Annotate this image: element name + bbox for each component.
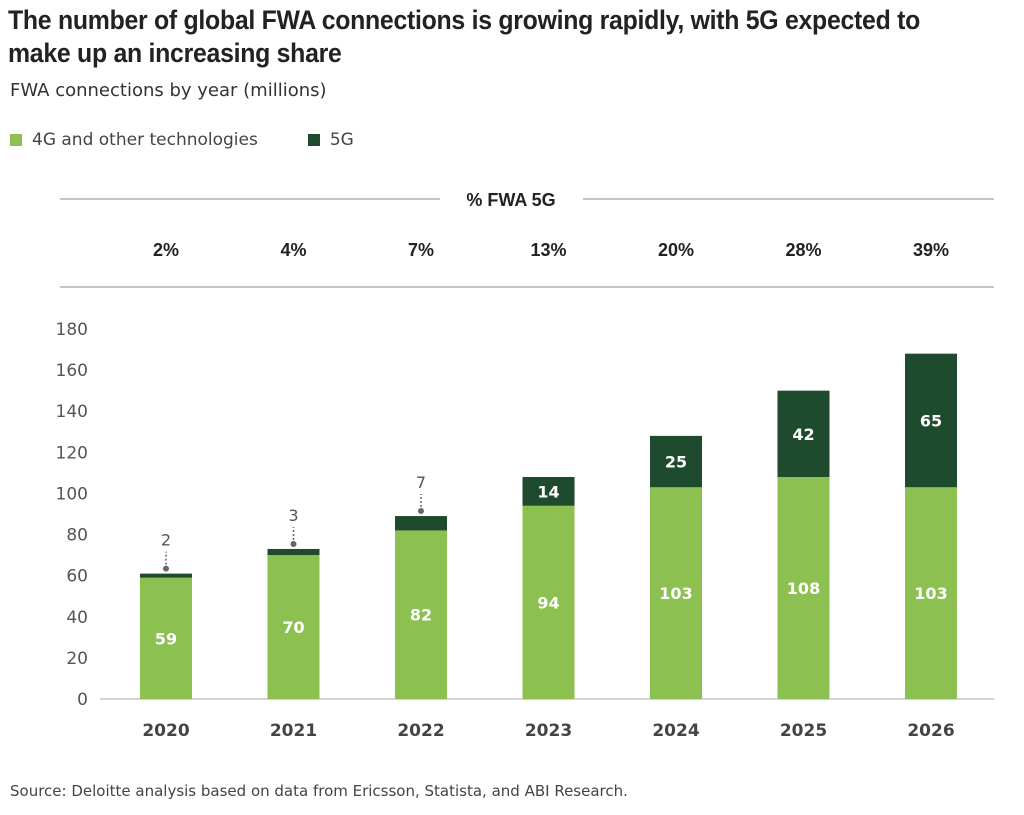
legend-swatch-4g (10, 134, 22, 146)
chart-subtitle: FWA connections by year (millions) (10, 80, 327, 101)
data-label-5g: 42 (792, 425, 814, 444)
y-tick-label: 180 (56, 320, 88, 340)
x-tick-label: 2024 (652, 721, 699, 741)
data-label-5g: 7 (416, 473, 426, 492)
bar-5g (777, 390, 830, 477)
data-label-4g: 59 (155, 629, 177, 648)
data-label-4g: 108 (787, 579, 820, 598)
data-label-5g: 14 (537, 482, 559, 501)
pct-label: 7% (408, 240, 434, 260)
pct-header: % FWA 5G (466, 190, 555, 210)
data-label-4g: 82 (410, 606, 432, 625)
y-tick-label: 40 (66, 608, 88, 628)
bar-5g (267, 548, 320, 556)
x-tick-label: 2021 (270, 721, 317, 741)
pct-label: 2% (153, 240, 179, 260)
pct-label: 13% (530, 240, 566, 260)
bar-4g (267, 555, 320, 699)
bar-4g (650, 487, 702, 699)
data-label-5g: 2 (161, 531, 171, 550)
bar-4g (777, 477, 830, 699)
legend: 4G and other technologies 5G (10, 130, 354, 150)
data-label-5g: 25 (665, 453, 687, 472)
y-tick-label: 120 (56, 443, 88, 463)
legend-label-5g: 5G (329, 130, 354, 150)
pct-label: 28% (785, 240, 821, 260)
pct-label: 20% (658, 240, 694, 260)
data-label-5g: 65 (920, 411, 942, 430)
bar-5g (140, 573, 192, 578)
legend-label-4g: 4G and other technologies (32, 130, 258, 150)
bar-4g (522, 505, 575, 699)
data-label-5g: 3 (288, 506, 298, 525)
bar-4g (395, 530, 447, 699)
y-tick-label: 20 (66, 649, 88, 669)
pct-label: 4% (280, 240, 306, 260)
bar-5g (905, 353, 957, 488)
pct-label: 39% (913, 240, 949, 260)
chart-title: The number of global FWA connections is … (8, 5, 920, 68)
y-tick-label: 80 (66, 526, 88, 546)
data-label-4g: 103 (659, 584, 692, 603)
bar-5g (395, 516, 447, 531)
y-tick-label: 60 (66, 567, 88, 587)
x-tick-label: 2025 (780, 721, 827, 741)
legend-item-5g: 5G (307, 130, 354, 150)
y-tick-label: 160 (56, 361, 88, 381)
legend-item-4g: 4G and other technologies (10, 130, 258, 150)
source-note: Source: Deloitte analysis based on data … (10, 782, 628, 800)
x-tick-label: 2023 (525, 721, 572, 741)
x-tick-label: 2026 (907, 721, 954, 741)
bar-4g (905, 487, 957, 699)
bar-4g (140, 577, 192, 699)
y-tick-label: 140 (56, 402, 88, 422)
data-label-4g: 103 (914, 584, 947, 603)
bar-5g (522, 477, 575, 506)
y-tick-label: 100 (56, 484, 88, 504)
x-tick-label: 2022 (397, 721, 444, 741)
bar-5g (650, 435, 702, 488)
x-tick-label: 2020 (142, 721, 189, 741)
data-label-4g: 94 (537, 593, 559, 612)
y-tick-label: 0 (77, 690, 88, 710)
data-label-4g: 70 (282, 618, 304, 637)
legend-swatch-5g (307, 134, 320, 146)
